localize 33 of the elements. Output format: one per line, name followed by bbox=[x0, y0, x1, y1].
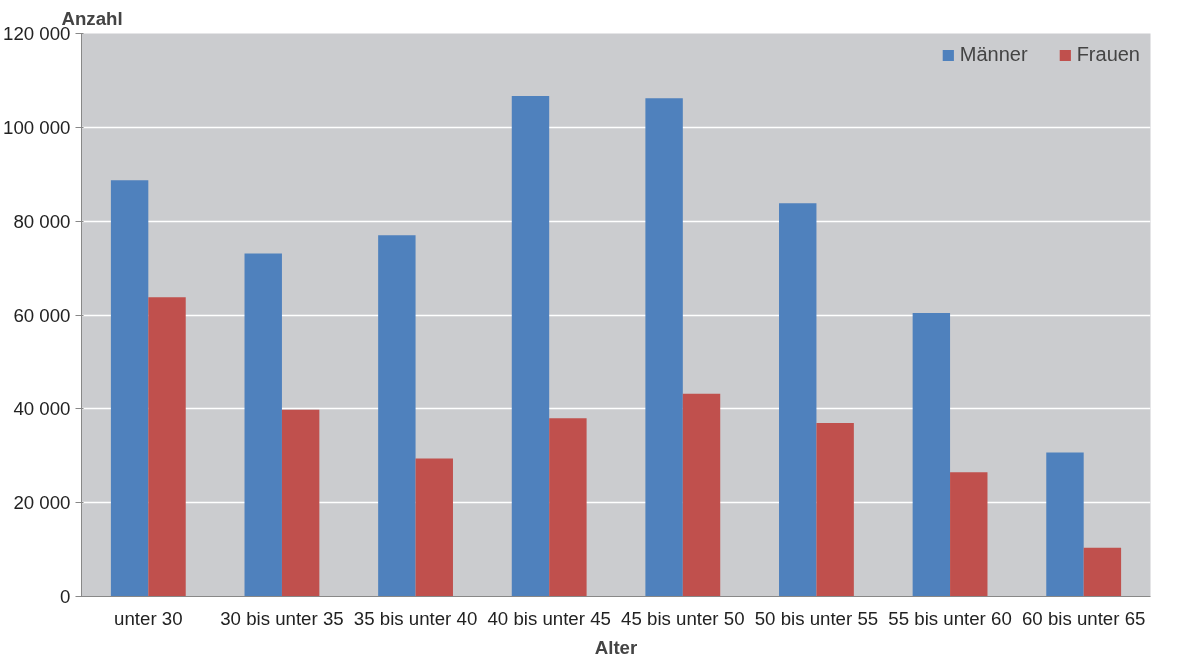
bar bbox=[110, 180, 149, 597]
x-tick-label: 60 bis unter 65 bbox=[1021, 607, 1146, 629]
y-tick-label: 80 000 bbox=[13, 210, 71, 232]
bar bbox=[950, 472, 988, 597]
legend-label: Männer bbox=[959, 43, 1028, 66]
y-tick-label: 0 bbox=[60, 586, 71, 607]
bar bbox=[148, 297, 186, 597]
y-tick-label: 60 000 bbox=[13, 304, 71, 326]
bar bbox=[912, 313, 951, 597]
y-tick-label: 40 000 bbox=[13, 398, 71, 420]
bar bbox=[1083, 547, 1122, 597]
x-tick-label: unter 30 bbox=[114, 607, 183, 629]
y-tick-label: 100 000 bbox=[3, 116, 71, 138]
bar bbox=[511, 95, 550, 597]
bar bbox=[415, 458, 453, 597]
bar bbox=[682, 393, 721, 597]
y-tick-label: 20 000 bbox=[13, 492, 71, 514]
x-tick-label: 30 bis unter 35 bbox=[220, 607, 344, 629]
x-tick-label: 40 bis unter 45 bbox=[487, 607, 611, 629]
x-tick-label: 50 bis unter 55 bbox=[754, 607, 879, 629]
bar bbox=[1046, 452, 1084, 597]
legend-label: Frauen bbox=[1076, 43, 1140, 66]
x-tick-label: 45 bis unter 50 bbox=[621, 607, 745, 629]
x-axis-title: Alter bbox=[594, 636, 638, 658]
bar bbox=[378, 235, 416, 597]
bar bbox=[816, 422, 854, 597]
bar bbox=[244, 253, 282, 597]
bar bbox=[281, 409, 320, 597]
x-tick-label: 55 bis unter 60 bbox=[888, 607, 1012, 629]
bar bbox=[645, 98, 683, 597]
x-tick-label: 35 bis unter 40 bbox=[353, 607, 478, 629]
bar bbox=[549, 418, 587, 597]
bar bbox=[779, 203, 817, 597]
